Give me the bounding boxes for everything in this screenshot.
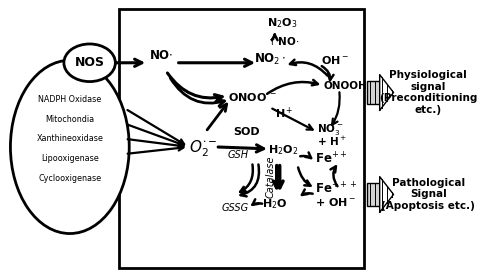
Text: N$_2$O$_3$: N$_2$O$_3$ [268, 16, 298, 30]
Text: NO$_2\cdot$: NO$_2\cdot$ [254, 52, 286, 67]
Text: Mitochondia: Mitochondia [46, 115, 94, 124]
Polygon shape [380, 177, 394, 212]
Text: NO$_3^-$: NO$_3^-$ [318, 122, 344, 137]
Text: Xanthineoxidase: Xanthineoxidase [36, 135, 104, 143]
Text: Fe$^{+++}$: Fe$^{+++}$ [316, 181, 358, 196]
Text: $\uparrow$NO$\cdot$: $\uparrow$NO$\cdot$ [266, 35, 300, 47]
Text: Cyclooxigenase: Cyclooxigenase [38, 174, 102, 183]
Text: GSSG: GSSG [222, 203, 248, 213]
Text: ONOO$^{\cdot-}$: ONOO$^{\cdot-}$ [228, 91, 278, 103]
Polygon shape [380, 75, 394, 110]
Text: + H$^+$: + H$^+$ [318, 134, 347, 148]
Text: SOD: SOD [234, 127, 260, 137]
Text: OH$^-$: OH$^-$ [322, 54, 349, 66]
Text: GSH: GSH [228, 150, 248, 160]
Ellipse shape [10, 60, 129, 234]
Text: + OH$^-$: + OH$^-$ [316, 196, 356, 208]
Text: NOS: NOS [74, 56, 104, 69]
Text: Pathological
Signal
(Apoptosis etc.): Pathological Signal (Apoptosis etc.) [382, 178, 475, 211]
Text: NADPH Oxidase: NADPH Oxidase [38, 95, 102, 104]
Ellipse shape [64, 44, 116, 82]
Text: Physiological
signal
(Preconditioning
etc.): Physiological signal (Preconditioning et… [379, 70, 478, 115]
Text: H$_2$O: H$_2$O [262, 198, 287, 211]
Text: H$^+$: H$^+$ [274, 106, 293, 121]
Text: NO$\cdot$: NO$\cdot$ [149, 49, 174, 62]
Text: $O_2^{\cdot-}$: $O_2^{\cdot-}$ [188, 139, 217, 159]
Bar [120, 9, 364, 268]
Bar [367, 183, 380, 206]
Text: Fe$^{++}$: Fe$^{++}$ [316, 151, 348, 166]
Text: Lipooxigenase: Lipooxigenase [41, 154, 98, 163]
Text: Catalase: Catalase [266, 155, 276, 198]
Text: ONOOH: ONOOH [324, 81, 367, 91]
Text: H$_2$O$_2$: H$_2$O$_2$ [268, 143, 299, 157]
Bar [367, 81, 380, 104]
